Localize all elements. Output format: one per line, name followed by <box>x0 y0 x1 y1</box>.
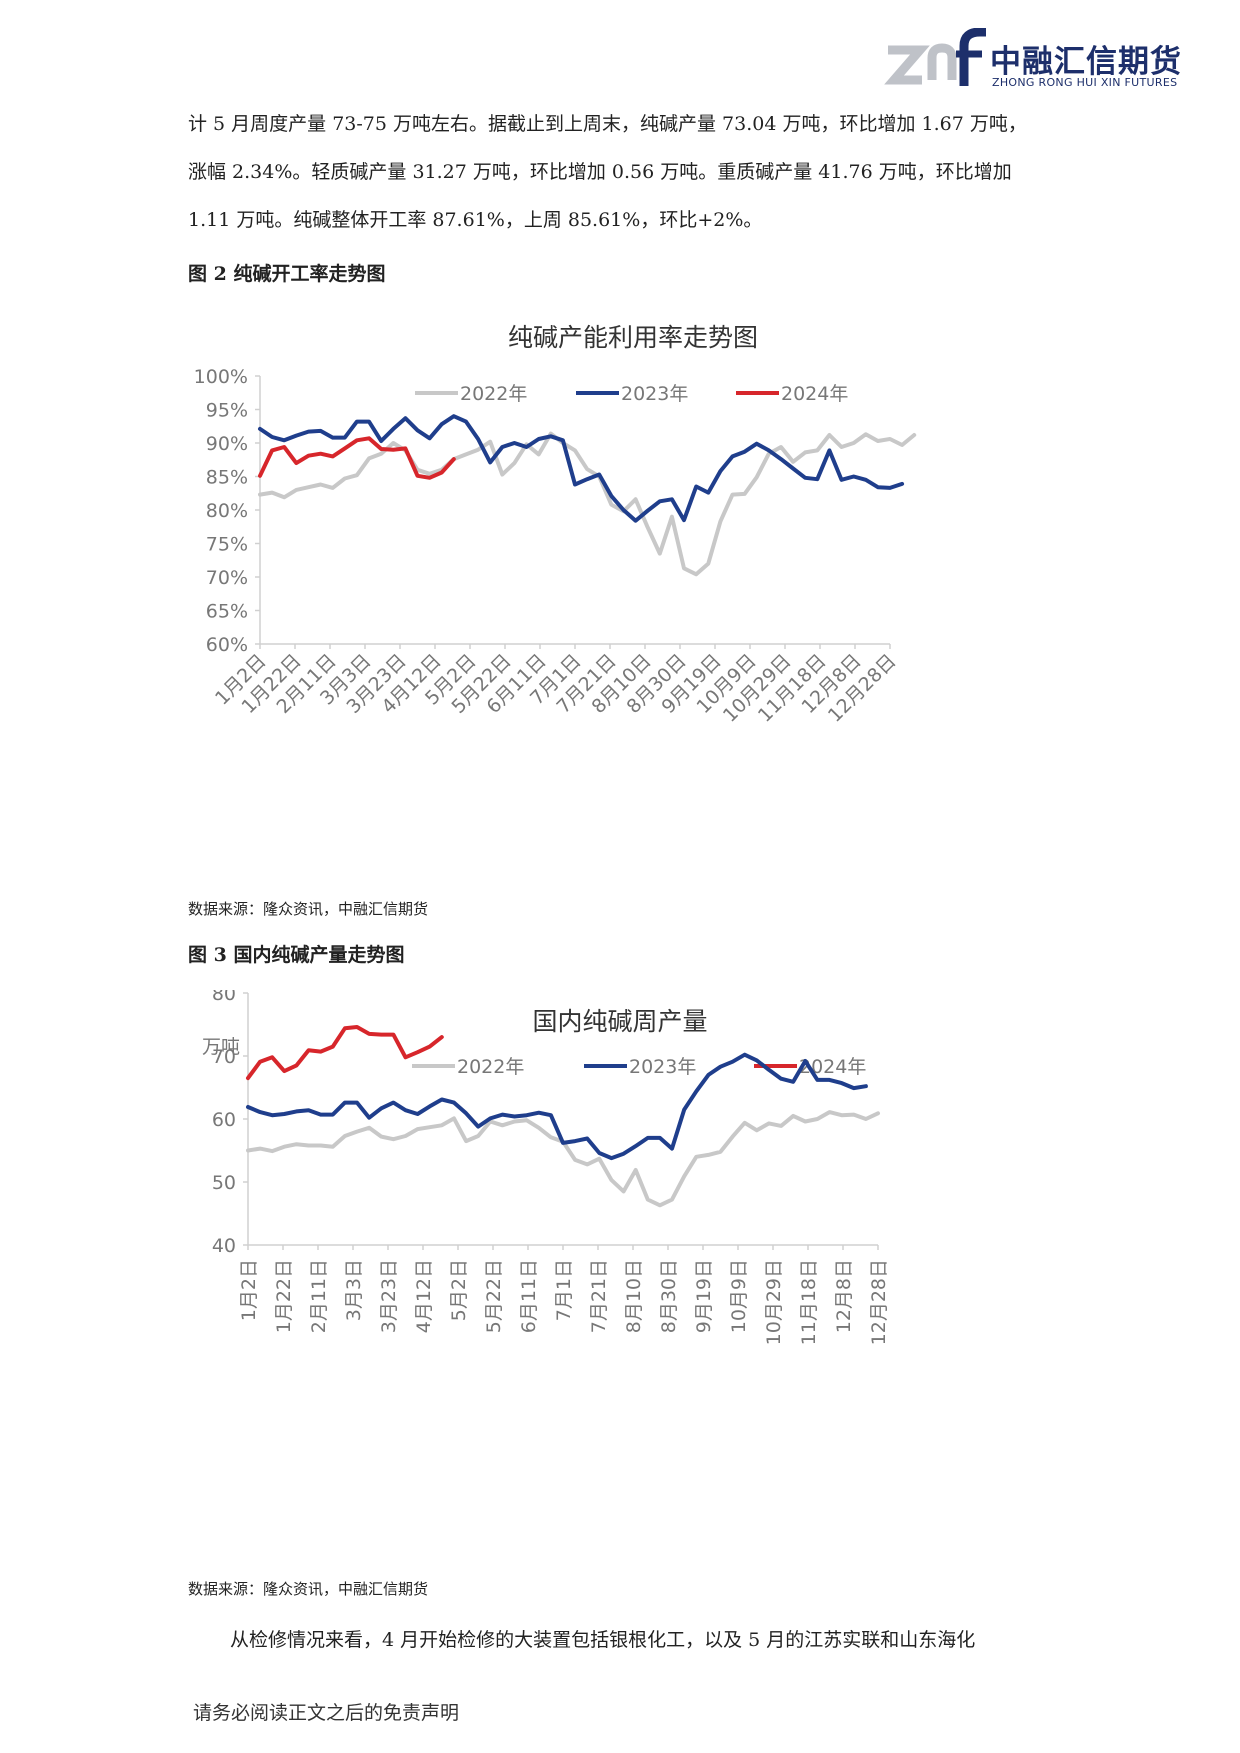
series-line-2023年 <box>246 1052 868 1161</box>
series-line-2024年 <box>246 1025 444 1081</box>
chart-1-axes: 60%65%70%75%80%85%90%95%100%1月2日1月22日2月1… <box>194 366 901 727</box>
x-tick-label: 2月11日 <box>308 1259 330 1333</box>
figure-2-source: 数据来源：隆众资讯，中融汇信期货 <box>188 900 429 918</box>
y-tick-label: 70 <box>212 1046 236 1068</box>
body-paragraph-line-3: 1.11 万吨。纯碱整体开工率 87.61%，上周 85.61%，环比+2%。 <box>188 209 763 231</box>
disclaimer-footer: 请务必阅读正文之后的免责声明 <box>193 1702 460 1724</box>
figure-2-title: 图 2 纯碱开工率走势图 <box>188 263 386 285</box>
x-tick-label: 8月10日 <box>623 1259 645 1333</box>
chart-2-title: 国内纯碱周产量 <box>532 1007 707 1036</box>
figure-3-title: 图 3 国内纯碱产量走势图 <box>188 944 405 966</box>
body-paragraph-line-1: 计 5 月周度产量 73-75 万吨左右。据截止到上周末，纯碱产量 73.04 … <box>188 113 1027 135</box>
logo-chinese-name: 中融汇信期货 <box>990 44 1182 80</box>
chart-2-y-unit: 万吨 <box>202 1036 240 1058</box>
y-tick-label: 100% <box>194 366 248 388</box>
y-tick-label: 40 <box>212 1235 236 1257</box>
y-tick-label: 70% <box>206 567 248 589</box>
y-tick-label: 50 <box>212 1172 236 1194</box>
series-line-2023年 <box>258 414 905 523</box>
y-tick-label: 65% <box>206 601 248 623</box>
x-tick-label: 3月23日 <box>378 1259 400 1333</box>
chart-1-series <box>258 414 917 577</box>
x-tick-label: 11月18日 <box>798 1259 820 1345</box>
series-line-2022年 <box>246 1110 880 1208</box>
y-tick-label: 60% <box>206 634 248 656</box>
legend-label-2022: 2022年 <box>457 1056 524 1078</box>
y-tick-label: 60 <box>212 1109 236 1131</box>
closing-paragraph: 从检修情况来看，4 月开始检修的大装置包括银根化工，以及 5 月的江苏实联和山东… <box>230 1629 976 1651</box>
chart-2-series <box>246 1025 880 1208</box>
x-tick-label: 10月29日 <box>763 1259 785 1345</box>
chart-1-legend: 2022年 2023年 2024年 <box>415 383 848 405</box>
y-tick-label: 80 <box>212 990 236 1005</box>
legend-label-2024: 2024年 <box>799 1056 866 1078</box>
y-tick-label: 80% <box>206 500 248 522</box>
body-paragraph-line-2: 涨幅 2.34%。轻质碱产量 31.27 万吨，环比增加 0.56 万吨。重质碱… <box>188 161 1012 183</box>
chart-2-axes: 40 50 60 70 80 1月2日 1月22日 2月11日 3月3日 3月23日 4月12日 5月… <box>212 990 890 1345</box>
legend-label-2024: 2024年 <box>781 383 848 405</box>
x-tick-label: 5月2日 <box>448 1259 470 1321</box>
x-tick-label: 3月3日 <box>343 1259 365 1321</box>
y-tick-label: 75% <box>206 534 248 556</box>
x-tick-label: 4月12日 <box>413 1259 435 1333</box>
x-tick-label: 8月30日 <box>658 1259 680 1333</box>
y-tick-label: 85% <box>206 467 248 489</box>
figure-3-source: 数据来源：隆众资讯，中融汇信期货 <box>188 1580 429 1598</box>
x-tick-label: 5月22日 <box>483 1259 505 1333</box>
logo-english-name: ZHONG RONG HUI XIN FUTURES <box>992 76 1178 89</box>
legend-label-2023: 2023年 <box>621 383 688 405</box>
x-tick-label: 9月19日 <box>693 1259 715 1333</box>
series-line-2024年 <box>258 436 456 480</box>
legend-label-2022: 2022年 <box>460 383 527 405</box>
x-tick-label: 7月21日 <box>588 1259 610 1333</box>
x-tick-label: 10月9日 <box>728 1259 750 1333</box>
company-logo: 中融汇信期货 ZHONG RONG HUI XIN FUTURES <box>880 27 1181 94</box>
x-tick-label: 7月1日 <box>553 1259 575 1321</box>
y-tick-label: 95% <box>206 400 248 422</box>
znf-logo-mark <box>884 27 986 86</box>
legend-label-2023: 2023年 <box>629 1056 696 1078</box>
x-tick-label: 12月28日 <box>868 1259 890 1345</box>
series-line-2022年 <box>258 431 917 577</box>
chart-1-title: 纯碱产能利用率走势图 <box>508 323 758 352</box>
capacity-utilization-chart: 纯碱产能利用率走势图 2022年 2023年 2024年 60% 65% 70% 75… <box>194 323 917 727</box>
x-tick-label: 12月8日 <box>833 1259 855 1333</box>
x-tick-label: 1月22日 <box>273 1259 295 1333</box>
x-tick-label: 6月11日 <box>518 1259 540 1333</box>
y-tick-label: 90% <box>206 433 248 455</box>
weekly-output-chart: 国内纯碱周产量 万吨 2022年 2023年 2024年 40 50 60 70 80 1… <box>202 990 890 1345</box>
x-tick-label: 1月2日 <box>238 1259 260 1321</box>
